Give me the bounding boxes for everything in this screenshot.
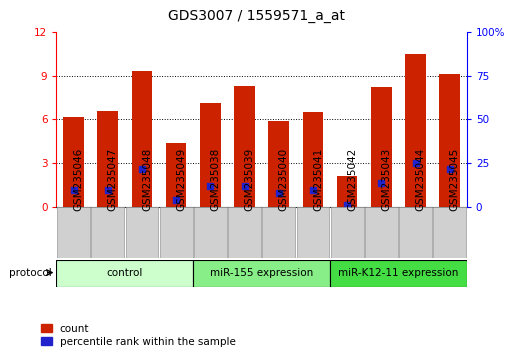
Bar [166,143,186,207]
Text: GSM235046: GSM235046 [73,148,84,211]
Text: GDS3007 / 1559571_a_at: GDS3007 / 1559571_a_at [168,9,345,23]
Text: GSM235045: GSM235045 [450,148,460,211]
Text: GSM235041: GSM235041 [313,148,323,211]
Text: miR-K12-11 expression: miR-K12-11 expression [338,268,459,279]
Point [411,160,420,166]
Point [104,187,112,193]
Bar [97,111,118,207]
Bar [331,207,364,258]
Bar [193,260,330,287]
Bar [56,260,193,287]
Text: GSM235038: GSM235038 [210,148,220,211]
Point [343,202,351,208]
Bar [433,207,466,258]
Bar [399,207,432,258]
Point [377,180,385,185]
Text: GSM235047: GSM235047 [108,148,117,211]
Bar [194,207,227,258]
Bar [200,103,221,207]
Text: GSM235040: GSM235040 [279,148,289,211]
Bar [160,207,192,258]
Legend: count, percentile rank within the sample: count, percentile rank within the sample [41,324,236,347]
Point [172,197,180,203]
Bar [337,176,358,207]
Bar [262,207,295,258]
Bar [297,207,329,258]
Bar [371,87,391,207]
Text: GSM235042: GSM235042 [347,148,357,211]
Text: GSM235049: GSM235049 [176,148,186,211]
Bar [57,207,90,258]
Bar [303,112,323,207]
Bar [63,116,84,207]
Point [206,183,214,189]
Bar [91,207,124,258]
Bar [440,74,460,207]
Bar [228,207,261,258]
Bar [132,71,152,207]
Bar [126,207,159,258]
Point [69,187,77,193]
Text: GSM235044: GSM235044 [416,148,425,211]
Bar [268,121,289,207]
Point [309,187,317,193]
Text: protocol: protocol [9,268,51,278]
Point [138,166,146,171]
Text: GSM235043: GSM235043 [381,148,391,211]
Bar [234,86,255,207]
Text: control: control [107,268,143,279]
Text: miR-155 expression: miR-155 expression [210,268,313,279]
Text: GSM235048: GSM235048 [142,148,152,211]
Point [274,190,283,196]
Text: GSM235039: GSM235039 [245,148,254,211]
Point [241,183,249,189]
Bar [405,54,426,207]
Bar [330,260,467,287]
Bar [365,207,398,258]
Point [446,166,454,171]
